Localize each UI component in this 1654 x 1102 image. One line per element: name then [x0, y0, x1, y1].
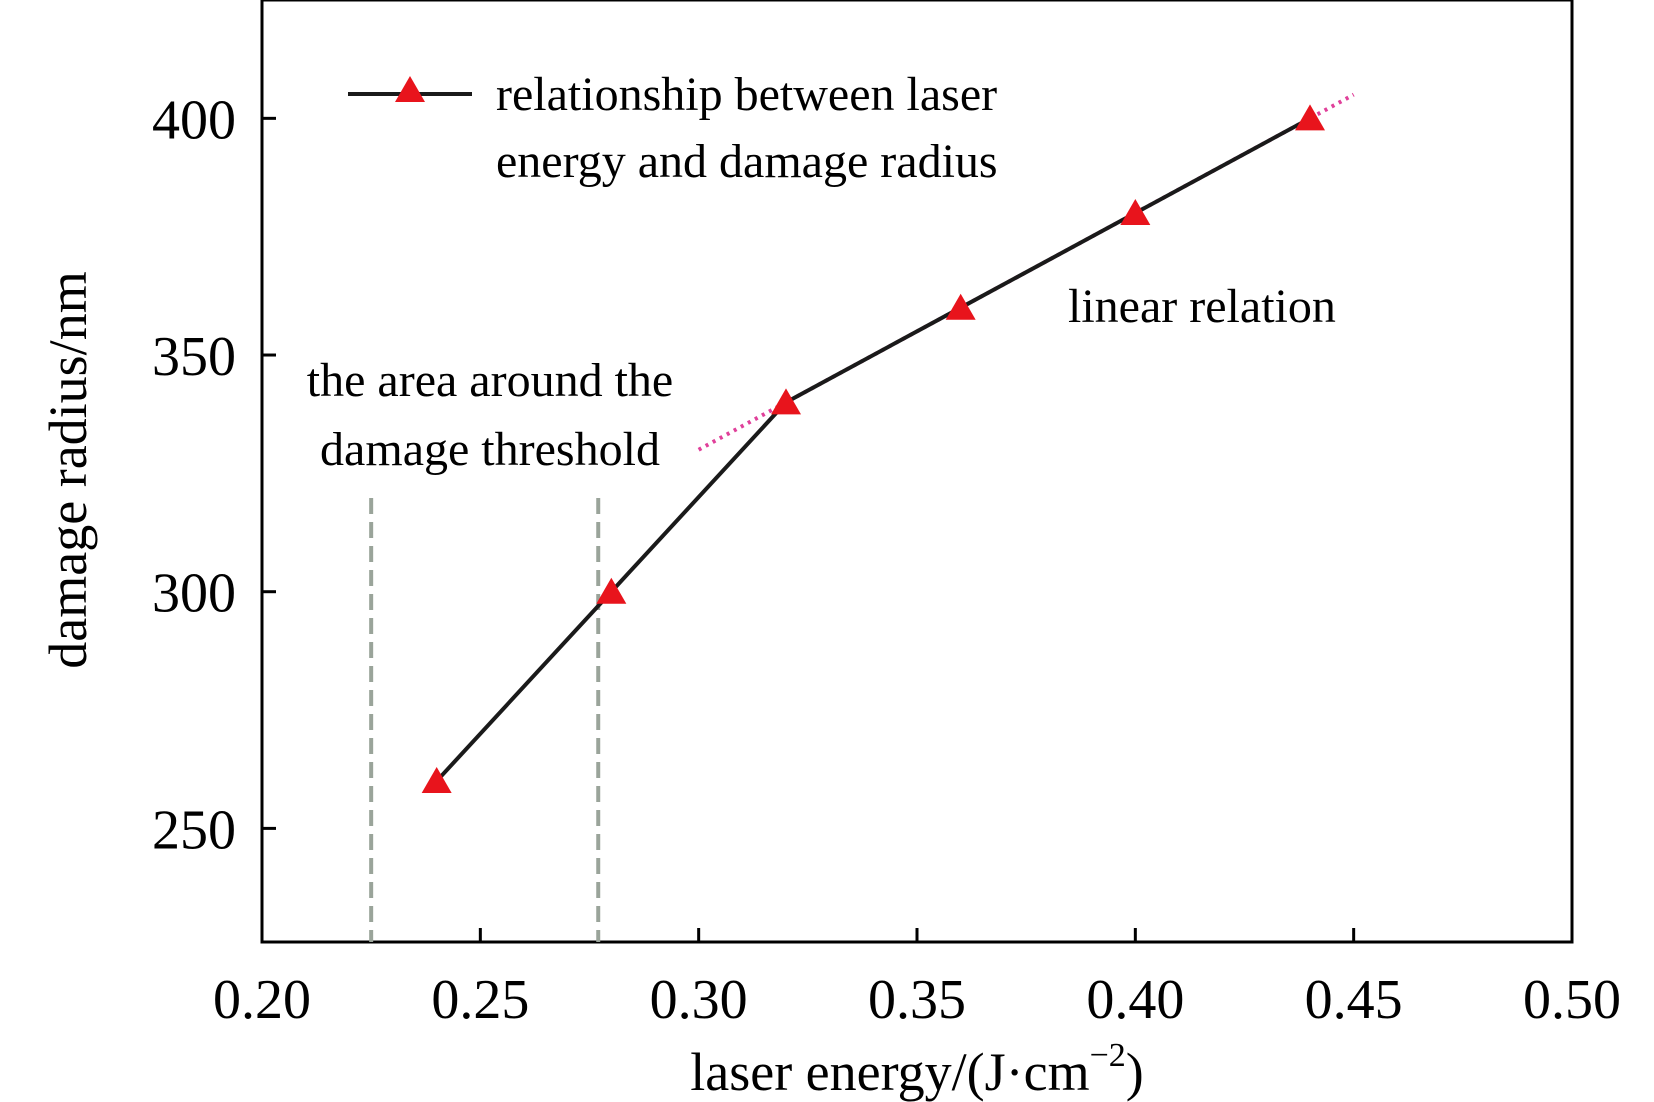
data-point-marker: [421, 767, 452, 794]
annotation-linear-relation: linear relation: [1068, 280, 1336, 333]
y-tick-label: 250: [152, 799, 236, 861]
legend-label-line2: energy and damage radius: [496, 135, 998, 188]
series-line: [435, 116, 1311, 783]
x-tick-label: 0.25: [431, 969, 529, 1031]
y-axis-title: damage radius/nm: [38, 271, 98, 668]
y-tick-label: 300: [152, 563, 236, 625]
data-point-marker: [1295, 104, 1325, 131]
data-point-marker: [945, 293, 976, 320]
threshold-lines: [369, 498, 601, 942]
annotation-threshold-line1: the area around the: [307, 354, 673, 407]
data-point-marker: [771, 388, 801, 415]
legend-triangle-marker: [395, 76, 425, 102]
x-axis-title: laser energy/(J·cm−2): [690, 1037, 1144, 1102]
x-tick-label: 0.20: [213, 969, 311, 1031]
x-axis-title-main: laser energy/(J·cm: [690, 1042, 1089, 1102]
legend: relationship between laser energy and da…: [348, 68, 998, 188]
legend-label-line1: relationship between laser: [496, 68, 997, 121]
y-tick-label: 350: [152, 326, 236, 388]
x-tick-label: 0.50: [1523, 969, 1621, 1031]
x-tick-label: 0.40: [1086, 969, 1184, 1031]
data-series: [421, 104, 1325, 794]
x-axis-title-end: ): [1126, 1042, 1144, 1102]
x-tick-label: 0.35: [868, 969, 966, 1031]
x-tick-label: 0.30: [650, 969, 748, 1031]
x-tick-label: 0.45: [1305, 969, 1403, 1031]
data-point-marker: [1120, 199, 1151, 226]
y-tick-label: 400: [152, 89, 236, 151]
annotation-threshold-line2: damage threshold: [320, 423, 660, 476]
data-point-marker: [596, 577, 627, 604]
axis-ticks: 0.20 0.25 0.30 0.35 0.40 0.45 0.50 250 300 350 400: [152, 89, 1621, 1031]
x-axis-title-sup: −2: [1090, 1037, 1126, 1074]
